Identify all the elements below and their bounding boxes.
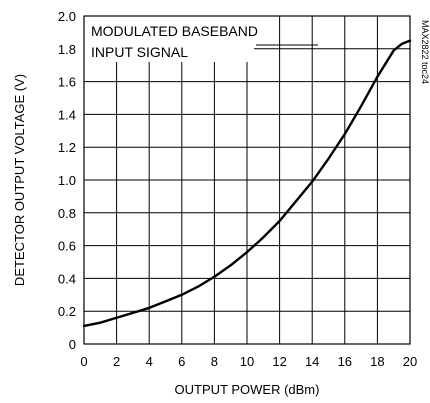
y-tick-label: 1.4: [58, 107, 76, 122]
y-tick-label: 0.2: [58, 304, 76, 319]
y-tick-label: 2.0: [58, 9, 76, 24]
series-line: [82, 39, 412, 328]
x-tick-label: 6: [178, 354, 185, 369]
x-tick-label: 4: [146, 354, 153, 369]
x-tick-label: 2: [113, 354, 120, 369]
x-tick-label: 10: [240, 354, 254, 369]
plot-frame: [83, 15, 411, 345]
x-tick-label: 18: [370, 354, 384, 369]
x-tick-label: 0: [80, 354, 87, 369]
y-axis-label: DETECTOR OUTPUT VOLTAGE (V): [12, 74, 27, 286]
y-tick-label: 0: [69, 337, 76, 352]
x-tick-label: 16: [338, 354, 352, 369]
annotation-line-2: INPUT SIGNAL: [91, 44, 188, 60]
y-tick-label: 1.0: [58, 173, 76, 188]
x-tick-label: 12: [272, 354, 286, 369]
x-axis-label: OUTPUT POWER (dBm): [175, 382, 320, 397]
x-tick-label: 8: [211, 354, 218, 369]
x-tick-label: 20: [403, 354, 417, 369]
x-tick-label: 14: [305, 354, 319, 369]
grid-lines: [83, 15, 411, 345]
y-tick-label: 0.4: [58, 271, 76, 286]
annotation-line-1: MODULATED BASEBAND: [91, 23, 258, 39]
y-tick-label: 1.6: [58, 75, 76, 90]
y-tick-label: 0.6: [58, 239, 76, 254]
y-tick-label: 0.8: [58, 206, 76, 221]
figure-code: MAX2822 toc24: [420, 20, 430, 84]
y-tick-label: 1.8: [58, 42, 76, 57]
tick-labels: 0 2 4 6 8 10 12 14 16 18 20 0 0.2 0.4 0.6 0.8 1.0 1.2 1.4 1…: [58, 9, 417, 369]
y-tick-label: 1.2: [58, 140, 76, 155]
annotation-box: [86, 18, 254, 62]
